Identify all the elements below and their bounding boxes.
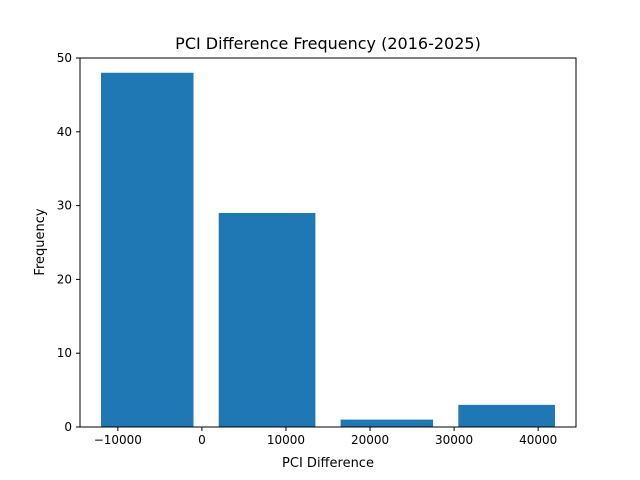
y-tick-label: 20 [57,272,72,286]
bar-1 [218,212,316,427]
x-tick-label: 40000 [519,433,557,447]
x-axis-ticks: −10000 0 10000 20000 30000 40000 [94,427,557,447]
y-tick-label: 40 [57,125,72,139]
x-axis-label: PCI Difference [282,456,374,471]
y-tick-label: 0 [64,420,72,434]
bar-0 [101,72,194,427]
y-tick-label: 30 [57,199,72,213]
x-tick-label: 0 [198,433,206,447]
x-tick-label: 20000 [351,433,389,447]
plot-frame [79,57,577,428]
bar-2 [340,419,434,427]
x-tick-label: 10000 [267,433,305,447]
bar-3 [458,404,555,427]
y-axis-ticks: 0 10 20 30 40 50 [57,51,80,434]
x-tick-label: 30000 [435,433,473,447]
x-tick-label: −10000 [94,433,142,447]
bars-group [101,72,555,427]
y-tick-label: 50 [57,51,72,65]
y-axis-label: Frequency [33,208,48,275]
chart-title: PCI Difference Frequency (2016-2025) [175,34,481,53]
y-tick-label: 10 [57,346,72,360]
